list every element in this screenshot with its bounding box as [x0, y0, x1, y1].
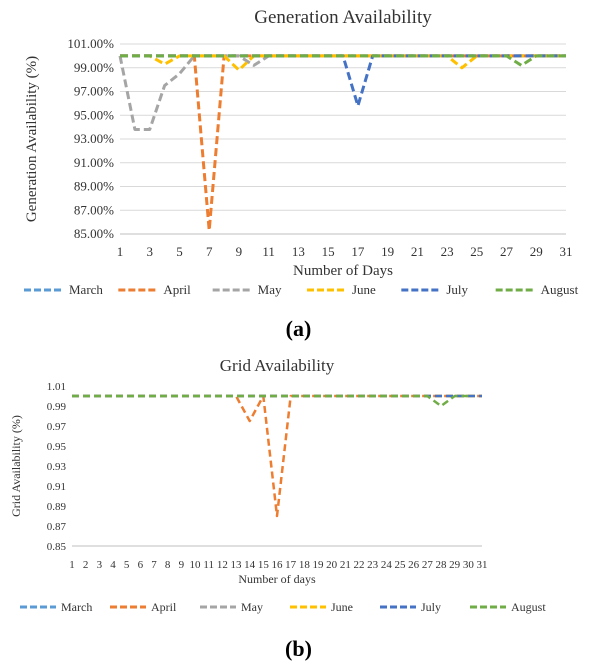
- y-tick-label: 0.91: [47, 481, 66, 493]
- legend-label-april: April: [151, 600, 177, 614]
- x-tick-label: 9: [179, 559, 185, 571]
- y-tick-label: 95.00%: [74, 107, 114, 122]
- x-tick-label: 12: [217, 559, 228, 571]
- x-tick-label: 13: [292, 244, 305, 259]
- grid-chart-svg: Grid Availability 0.85 0.87 0.89 0.91 0.93 0.9…: [9, 356, 546, 614]
- x-tick-label: 9: [236, 244, 243, 259]
- x-tick-label: 29: [530, 244, 543, 259]
- x-tick-label: 7: [151, 559, 157, 571]
- legend-label-july: July: [421, 600, 441, 614]
- legend-label-july: July: [446, 282, 468, 297]
- x-tick-label: 23: [367, 559, 379, 571]
- x-tick-label: 15: [258, 559, 270, 571]
- y-tick-label: 0.95: [47, 441, 67, 453]
- x-tick-label: 21: [411, 244, 424, 259]
- x-tick-label: 20: [326, 559, 338, 571]
- x-tick-label: 14: [244, 559, 256, 571]
- y-tick-label: 0.87: [47, 521, 67, 533]
- y-tick-label: 0.93: [47, 461, 67, 473]
- y-tick-label: 0.85: [47, 541, 67, 553]
- x-tick-label: 11: [262, 244, 275, 259]
- legend-label-april: April: [163, 282, 191, 297]
- x-tick-label: 26: [408, 559, 420, 571]
- x-tick-label: 28: [436, 559, 448, 571]
- x-tick-label: 15: [322, 244, 335, 259]
- x-tick-label: 17: [351, 244, 365, 259]
- series-line-august: [120, 54, 566, 67]
- x-tick-label: 27: [500, 244, 514, 259]
- x-tick-label: 27: [422, 559, 434, 571]
- x-tick-label: 31: [477, 559, 488, 571]
- y-tick-label: 101.00%: [67, 36, 114, 51]
- x-tick-label: 19: [381, 244, 394, 259]
- x-tick-label: 13: [231, 559, 243, 571]
- y-tick-label: 1.01: [47, 381, 66, 393]
- x-tick-label: 10: [190, 559, 202, 571]
- x-tick-label: 30: [463, 559, 475, 571]
- x-tick-label: 2: [83, 559, 89, 571]
- x-tick-label: 4: [110, 559, 116, 571]
- legend-label-august: August: [541, 282, 579, 297]
- x-tick-label: 5: [124, 559, 130, 571]
- subfigure-label-b: (b): [285, 636, 312, 661]
- series-line-april: [72, 394, 482, 518]
- x-axis-title: Number of days: [238, 572, 316, 586]
- legend-label-march: March: [69, 282, 103, 297]
- y-tick-label: 97.00%: [74, 84, 114, 99]
- series-line-april: [120, 54, 566, 232]
- chart-title: Generation Availability: [254, 7, 432, 28]
- legend-label-may: May: [258, 282, 282, 297]
- x-tick-label: 1: [117, 244, 124, 259]
- x-tick-label: 25: [470, 244, 483, 259]
- x-tick-label: 18: [299, 559, 311, 571]
- y-tick-label: 0.89: [47, 501, 67, 513]
- series-line-july: [120, 54, 566, 108]
- chart-title: Grid Availability: [220, 356, 335, 375]
- y-tick-label: 99.00%: [74, 60, 114, 75]
- legend-label-march: March: [61, 600, 92, 614]
- x-tick-label: 1: [69, 559, 75, 571]
- y-tick-label: 91.00%: [74, 155, 114, 170]
- x-tick-label: 23: [441, 244, 454, 259]
- y-tick-label: 93.00%: [74, 131, 114, 146]
- x-tick-label: 19: [313, 559, 325, 571]
- grid-availability-chart: Grid Availability 0.85 0.87 0.89 0.91 0.93 0.9…: [0, 345, 597, 615]
- legend-label-may: May: [241, 600, 263, 614]
- x-tick-label: 21: [340, 559, 351, 571]
- x-tick-label: 5: [176, 244, 183, 259]
- y-tick-label: 87.00%: [74, 202, 114, 217]
- x-tick-label: 3: [97, 559, 103, 571]
- y-axis-title: Generation Availability (%): [24, 56, 40, 222]
- y-tick-label: 0.97: [47, 421, 67, 433]
- x-tick-label: 8: [165, 559, 171, 571]
- y-tick-label: 85.00%: [74, 226, 114, 241]
- generation-chart-svg: Generation Availability 85.00% 87.00% 89.00…: [24, 7, 579, 297]
- subfigure-label-a: (a): [285, 316, 312, 341]
- x-axis-title: Number of Days: [293, 263, 393, 279]
- y-axis-title: Grid Availability (%): [9, 415, 23, 517]
- x-tick-label: 25: [395, 559, 407, 571]
- x-tick-label: 6: [138, 559, 144, 571]
- y-tick-label: 0.99: [47, 401, 67, 413]
- y-tick-label: 89.00%: [74, 179, 114, 194]
- x-tick-label: 31: [560, 244, 573, 259]
- legend-label-august: August: [511, 600, 546, 614]
- x-tick-label: 16: [272, 559, 284, 571]
- x-tick-label: 7: [206, 244, 213, 259]
- series-line-may: [118, 54, 566, 131]
- x-tick-label: 17: [285, 559, 297, 571]
- x-tick-label: 29: [449, 559, 461, 571]
- series-line-august: [72, 394, 469, 408]
- x-tick-label: 22: [354, 559, 365, 571]
- generation-availability-chart: Generation Availability 85.00% 87.00% 89.00…: [0, 0, 597, 315]
- x-tick-label: 11: [203, 559, 214, 571]
- legend-label-june: June: [331, 600, 353, 614]
- legend-label-june: June: [352, 282, 376, 297]
- x-tick-label: 3: [146, 244, 153, 259]
- x-tick-label: 24: [381, 559, 393, 571]
